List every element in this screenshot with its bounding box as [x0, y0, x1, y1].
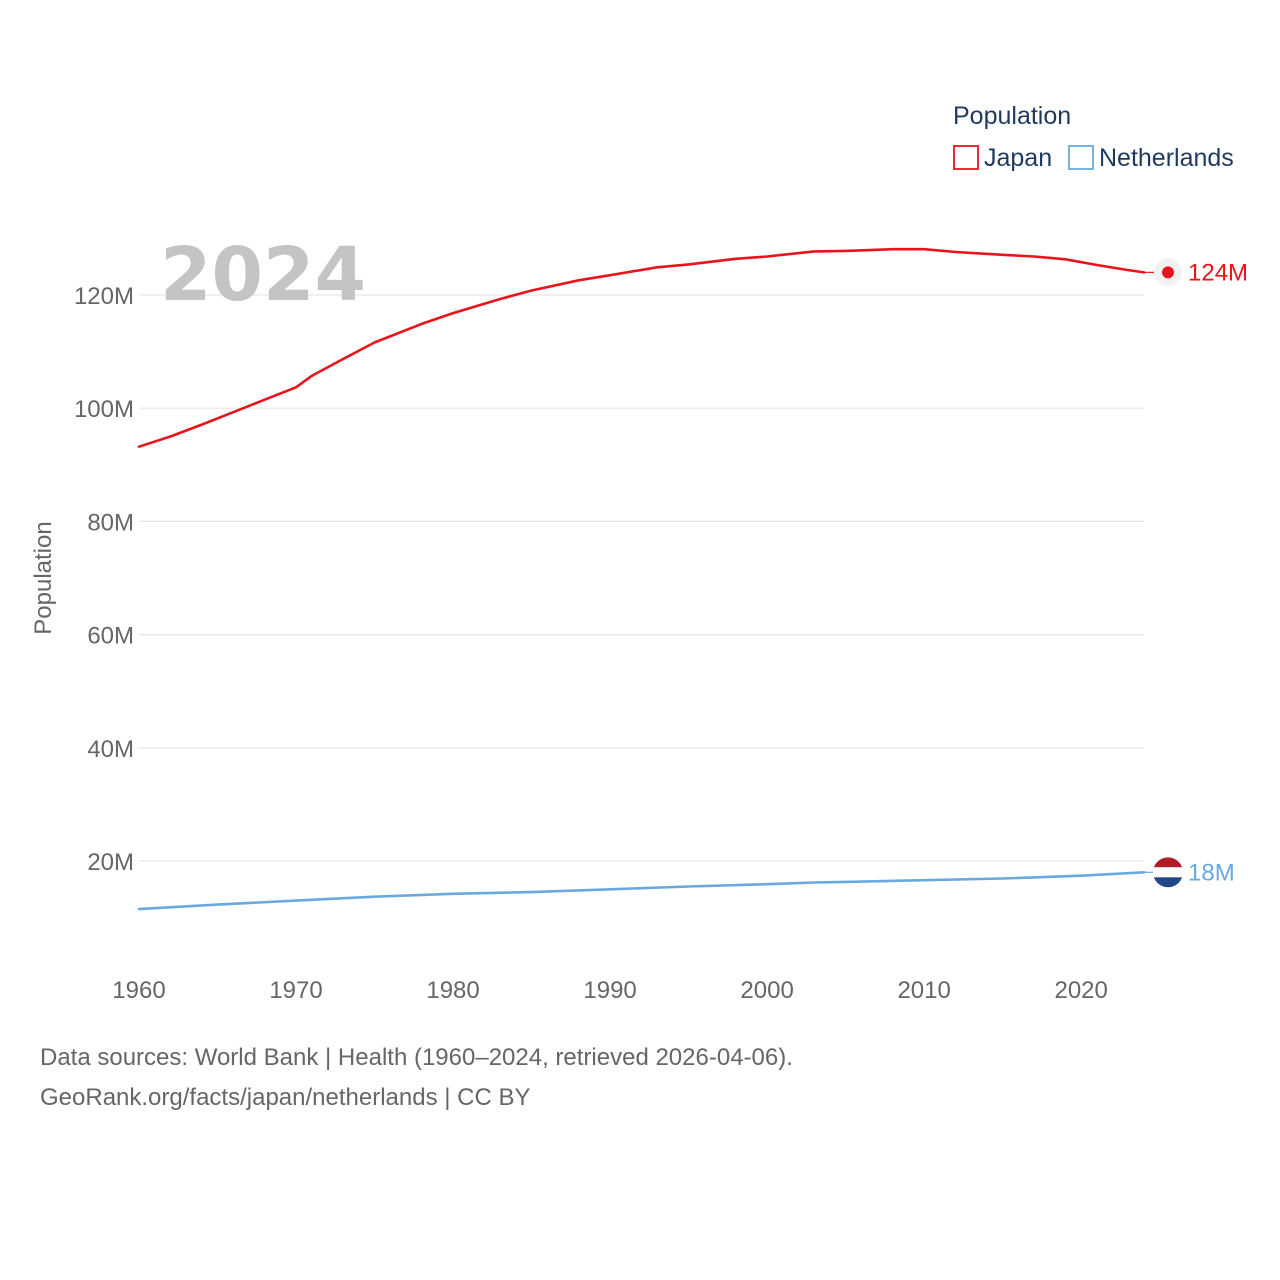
series-line-netherlands: [137, 870, 1146, 911]
x-tick-label: 1980: [426, 977, 479, 1004]
x-tick-label: 2010: [897, 977, 950, 1004]
y-tick-label: 20M: [87, 849, 134, 876]
end-value-label: 124M: [1188, 259, 1248, 286]
y-tick-label: 100M: [74, 396, 134, 423]
legend-label-japan: Japan: [984, 144, 1052, 172]
x-tick-label: 2000: [740, 977, 793, 1004]
end-value-label: 18M: [1188, 859, 1235, 886]
legend-swatch-japan: [953, 145, 979, 170]
legend-title: Population: [953, 102, 1071, 130]
end-marker-dot: [1162, 266, 1174, 279]
y-tick-label: 120M: [74, 283, 134, 310]
end-markers: 124M 18M: [1144, 258, 1248, 888]
legend-swatch-netherlands: [1068, 145, 1094, 170]
y-tick-label: 80M: [87, 509, 134, 536]
flag-stripe-red: [1153, 857, 1183, 868]
y-axis-ticks: 20M 40M 60M 80M 100M 120M: [74, 283, 134, 876]
series-line-japan: [137, 247, 1146, 449]
year-label: 2024: [160, 232, 366, 318]
y-tick-label: 60M: [87, 623, 134, 650]
footer-attribution: GeoRank.org/facts/japan/netherlands | CC…: [40, 1084, 531, 1111]
legend-label-netherlands: Netherlands: [1099, 144, 1234, 172]
legend: Population Japan Netherlands: [953, 102, 1234, 172]
netherlands-flag-icon: [1153, 857, 1183, 888]
x-tick-label: 1970: [269, 977, 322, 1004]
y-tick-label: 40M: [87, 736, 134, 763]
series-lines: [137, 247, 1146, 911]
flag-stripe-blue: [1153, 877, 1183, 888]
x-tick-label: 2020: [1054, 977, 1107, 1004]
footer-sources: Data sources: World Bank | Health (1960–…: [40, 1044, 793, 1071]
legend-items: Japan Netherlands: [953, 144, 1234, 172]
x-axis-ticks: 1960 1970 1980 1990 2000 2010 2020: [112, 977, 1108, 1004]
flag-stripe-white: [1153, 867, 1183, 878]
y-axis-label: Population: [30, 521, 57, 634]
grid-lines: [139, 294, 1144, 862]
x-tick-label: 1990: [583, 977, 636, 1004]
x-tick-label: 1960: [112, 977, 165, 1004]
